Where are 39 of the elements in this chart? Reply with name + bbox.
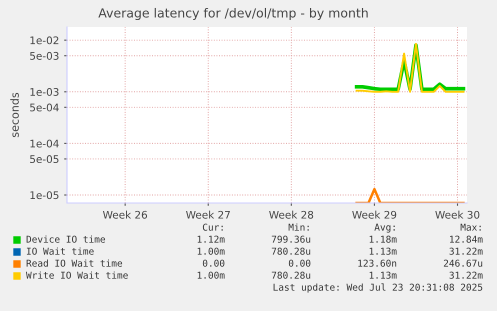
text: 31.22m xyxy=(450,272,483,279)
text: 1.00m xyxy=(198,272,225,279)
text: 1.18m xyxy=(370,236,397,243)
legend-label: IO Wait time xyxy=(26,247,94,255)
chart-title: Average latency for /dev/ol/tmp - by month xyxy=(98,8,368,20)
x-tick-label: Week 28 xyxy=(269,210,314,219)
text: Cur: xyxy=(202,224,223,231)
text: 123.60n xyxy=(358,260,396,267)
y-tick-label: 1e-04 xyxy=(30,140,59,148)
x-tick-label: Week 26 xyxy=(102,210,148,219)
text: 1.13m xyxy=(370,272,397,279)
y-tick-label: 1e-05 xyxy=(30,191,58,200)
y-tick-label: 1e-03 xyxy=(30,88,59,96)
x-tick-label: Week 29 xyxy=(352,210,396,219)
text: 1.00m xyxy=(198,248,225,255)
text: 780.28u xyxy=(272,272,310,279)
text: 0.00 xyxy=(202,260,224,267)
text: Max: xyxy=(460,224,481,231)
y-tick-label: 5e-05 xyxy=(30,155,58,164)
text: Min: xyxy=(288,223,309,231)
y-tick-label: 1e-02 xyxy=(30,36,58,44)
text: 0.00 xyxy=(288,260,310,267)
text: 12.84m xyxy=(450,236,483,243)
text: 799.36u xyxy=(272,236,310,243)
y-axis-title: seconds xyxy=(10,92,19,138)
text: Last update: Wed Jul 23 20:31:08 2025 xyxy=(274,283,482,293)
text: 1.12m xyxy=(198,236,225,243)
x-tick-label: Week 27 xyxy=(186,210,230,219)
text: 246.67u xyxy=(444,260,482,267)
text: 780.28u xyxy=(272,248,310,255)
y-tick-label: 5e-03 xyxy=(30,52,59,60)
legend-label: Write IO Wait time xyxy=(26,271,128,279)
legend-label: Read IO Wait time xyxy=(26,259,122,267)
x-tick-label: Week 30 xyxy=(435,210,480,219)
text: 31.22m xyxy=(450,248,483,255)
text: Avg: xyxy=(374,224,395,233)
text: 1.13m xyxy=(370,248,397,255)
y-tick-label: 5e-04 xyxy=(30,104,59,112)
legend-label: Device IO time xyxy=(26,235,106,243)
